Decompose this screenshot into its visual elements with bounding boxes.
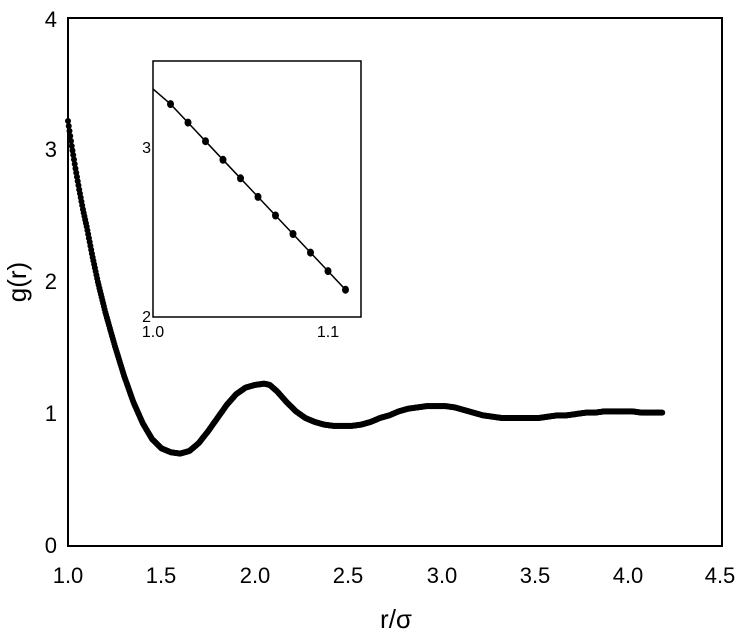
- x-axis-title: r/σ: [380, 604, 412, 634]
- main-y-tick-label: 2: [45, 269, 57, 294]
- main-x-tick-label: 2.0: [240, 563, 271, 588]
- inset-data-point: [219, 155, 227, 164]
- inset-x-tick-label: 1.1: [317, 324, 339, 341]
- data-point: [65, 117, 71, 124]
- inset-data-point: [167, 100, 174, 109]
- main-y-tick-label: 0: [45, 533, 57, 558]
- inset-data-point: [237, 174, 244, 183]
- data-point: [71, 160, 78, 167]
- data-point: [70, 156, 77, 163]
- inset-data-series: [167, 100, 349, 294]
- main-x-tick-label: 2.5: [333, 563, 364, 588]
- data-point: [70, 152, 77, 159]
- main-y-tick-label: 3: [45, 137, 57, 162]
- main-x-tick-label: 1.0: [53, 563, 84, 588]
- inset-data-point: [324, 267, 332, 276]
- inset-data-point: [184, 118, 192, 127]
- main-x-tick-label: 4.5: [705, 563, 736, 588]
- inset-data-point: [254, 192, 262, 201]
- data-point: [65, 122, 72, 129]
- data-point: [67, 138, 74, 145]
- y-axis-title: g(r): [2, 262, 32, 302]
- main-x-tick-label: 4.0: [613, 563, 644, 588]
- main-y-tick-label: 4: [45, 7, 57, 32]
- inset-plot-frame: [152, 60, 362, 318]
- data-point: [69, 147, 76, 154]
- inset-y-tick-label: 3: [142, 140, 151, 157]
- inset-data-point: [202, 137, 209, 146]
- main-y-tick-label: 1: [45, 401, 57, 426]
- inset-data-point: [289, 230, 297, 238]
- data-point: [67, 133, 74, 140]
- inset-fit-line: [152, 88, 347, 291]
- inset-data-point: [307, 248, 314, 257]
- inset-data-point: [342, 285, 349, 294]
- main-x-tick-label: 3.0: [427, 563, 458, 588]
- data-point: [659, 409, 666, 416]
- main-plot-frame: [67, 17, 723, 547]
- inset-data-point: [272, 211, 279, 220]
- inset-y-tick-label: 2: [142, 309, 151, 326]
- inset-x-tick-label: 1.0: [142, 324, 164, 341]
- data-point: [68, 143, 75, 150]
- main-data-series: [65, 117, 666, 457]
- data-point: [66, 127, 73, 134]
- main-x-tick-label: 3.5: [520, 563, 551, 588]
- main-x-tick-label: 1.5: [146, 563, 177, 588]
